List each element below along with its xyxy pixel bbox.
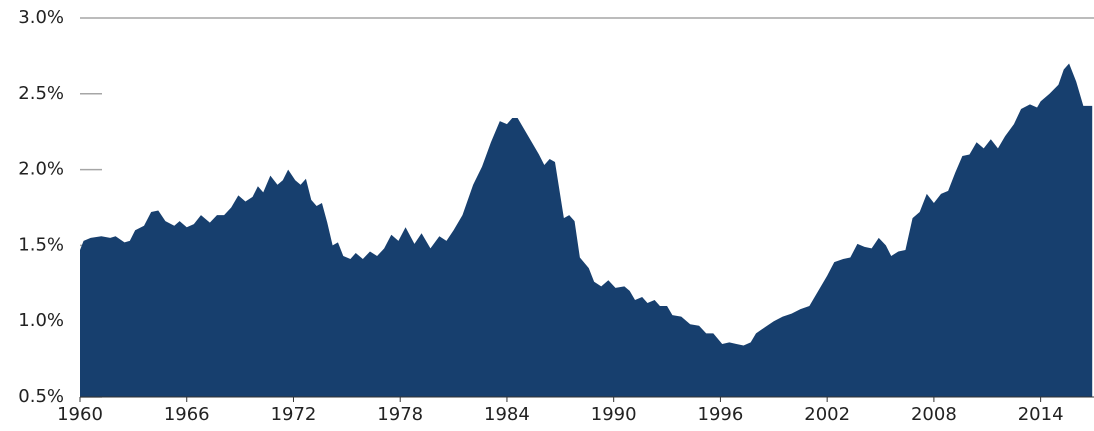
x-tick-label: 1972 xyxy=(271,404,317,425)
x-tick-label: 1978 xyxy=(377,404,423,425)
y-tick-label: 0.5% xyxy=(18,386,64,407)
x-tick-label: 1996 xyxy=(698,404,744,425)
x-tick-label: 1966 xyxy=(164,404,210,425)
y-tick-label: 1.5% xyxy=(18,234,64,255)
y-tick-label: 2.0% xyxy=(18,159,64,180)
x-tick-label: 1960 xyxy=(57,404,103,425)
y-tick-label: 1.0% xyxy=(18,310,64,331)
area xyxy=(80,63,1093,397)
x-tick-label: 1990 xyxy=(591,404,637,425)
x-tick-label: 1984 xyxy=(484,404,530,425)
x-tick-label: 2014 xyxy=(1018,404,1064,425)
x-tick-label: 2002 xyxy=(804,404,850,425)
x-tick-label: 2008 xyxy=(911,404,957,425)
y-tick-label: 3.0% xyxy=(18,7,64,28)
y-tick-label: 2.5% xyxy=(18,83,64,104)
